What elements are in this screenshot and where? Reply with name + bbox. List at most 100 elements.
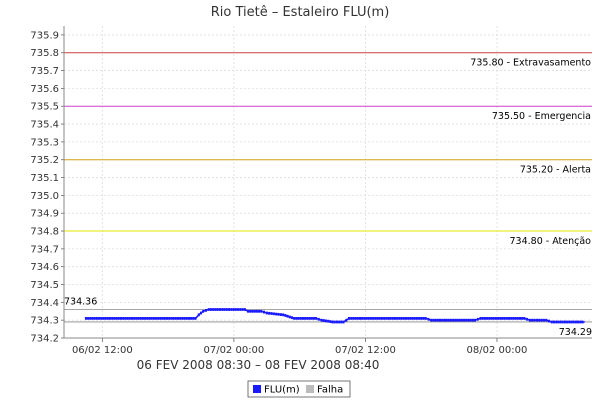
data-point	[479, 317, 482, 320]
y-tick-label: 735.1	[30, 173, 59, 184]
data-point	[228, 308, 230, 311]
data-point	[200, 311, 202, 315]
data-point	[528, 318, 531, 322]
data-point	[249, 309, 252, 313]
data-point	[559, 320, 562, 324]
data-point	[202, 309, 205, 313]
data-point	[436, 318, 439, 322]
series-layer	[84, 308, 585, 324]
data-point	[383, 317, 386, 320]
data-point	[467, 318, 470, 322]
data-point	[424, 317, 427, 320]
data-point	[449, 318, 452, 322]
threshold-label: 735.20 - Alerta	[520, 165, 591, 176]
y-tick-label: 735.9	[30, 30, 59, 41]
data-point	[255, 309, 258, 313]
data-point	[139, 317, 142, 320]
legend-box	[247, 380, 351, 398]
data-point	[394, 317, 396, 320]
data-point	[232, 308, 235, 311]
y-tick-label: 735.4	[30, 120, 59, 131]
y-tick-label: 734.6	[30, 262, 59, 273]
data-point	[400, 317, 403, 320]
data-point	[282, 313, 285, 317]
data-point	[545, 318, 548, 322]
legend: FLU(m) Falha	[247, 380, 351, 398]
data-point	[144, 317, 147, 320]
data-point	[150, 317, 153, 320]
data-point	[284, 314, 287, 317]
y-tick-label: 734.4	[30, 298, 59, 309]
data-point	[207, 308, 210, 311]
data-point	[418, 317, 421, 320]
data-point	[335, 320, 338, 324]
data-point	[286, 314, 289, 318]
data-point	[98, 317, 101, 320]
data-point	[427, 317, 430, 321]
data-point	[452, 318, 455, 322]
data-point	[272, 312, 275, 316]
y-tick-label: 735.5	[30, 102, 59, 113]
data-point	[251, 309, 254, 313]
data-point	[391, 317, 394, 320]
data-point	[494, 317, 497, 320]
data-point	[505, 317, 508, 320]
data-point	[183, 317, 186, 320]
data-point	[237, 308, 240, 311]
data-point	[434, 318, 437, 322]
data-point	[374, 317, 377, 320]
data-point	[270, 312, 273, 315]
data-point	[503, 317, 506, 320]
data-point	[181, 317, 184, 320]
data-point	[111, 317, 114, 320]
data-point	[348, 317, 350, 320]
data-point	[170, 317, 173, 320]
threshold-label: 735.50 - Emergencia	[492, 111, 591, 122]
data-point	[163, 317, 166, 320]
data-point	[512, 317, 515, 320]
data-point	[89, 317, 92, 320]
data-point	[526, 317, 529, 321]
data-point	[109, 317, 111, 320]
y-tick-label: 734.3	[30, 316, 59, 327]
data-point	[572, 320, 575, 324]
data-point	[471, 318, 474, 322]
data-point	[315, 317, 318, 320]
y-tick-label: 735.7	[30, 66, 59, 77]
data-point	[106, 317, 109, 320]
data-point	[359, 317, 361, 320]
data-point	[299, 317, 302, 320]
data-point	[135, 317, 138, 320]
data-point	[579, 320, 582, 324]
data-point	[367, 317, 370, 320]
data-point	[581, 320, 584, 324]
data-point	[329, 320, 332, 323]
data-point	[87, 317, 90, 320]
data-point	[561, 320, 564, 324]
y-tick-label: 734.8	[30, 227, 59, 238]
chart-title: Rio Tietê – Estaleiro FLU(m)	[211, 5, 390, 20]
max-annotation: 734.36	[64, 296, 97, 307]
threshold-label: 734.80 - Atenção	[510, 236, 592, 247]
data-point	[415, 317, 418, 320]
data-point	[190, 317, 193, 320]
data-point	[304, 317, 307, 320]
data-point	[523, 317, 526, 320]
legend-label-falha: Falha	[317, 385, 343, 396]
data-point	[177, 317, 179, 320]
data-point	[492, 317, 495, 320]
data-point	[514, 317, 517, 320]
data-point	[361, 317, 364, 320]
data-point	[152, 317, 155, 320]
data-point	[188, 317, 190, 320]
y-tick-label: 735.2	[30, 155, 59, 166]
data-point	[253, 309, 256, 313]
data-point	[354, 317, 357, 320]
data-point	[133, 317, 136, 320]
data-point	[372, 317, 375, 320]
y-tick-label: 735.0	[30, 191, 59, 202]
data-point	[508, 317, 510, 320]
data-point	[501, 317, 504, 320]
data-point	[247, 309, 250, 313]
